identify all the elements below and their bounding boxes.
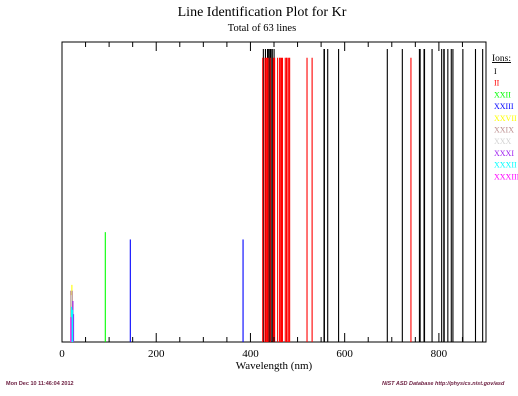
x-tick-label-800: 800 bbox=[431, 348, 448, 360]
legend-title: Ions: bbox=[492, 54, 511, 64]
legend-entry-xxx: XXX bbox=[494, 137, 512, 146]
legend-entry-i: I bbox=[494, 67, 497, 76]
legend-entry-xxxi: XXXI bbox=[494, 149, 514, 158]
footer-timestamp: Mon Dec 10 11:46:04 2012 bbox=[6, 381, 74, 387]
x-axis-ticks: 0 200 400 600 800 bbox=[59, 42, 487, 360]
ion-legend: Ions: IIIXXIIXXIIIXXVIIXXIXXXXXXXIXXXIIX… bbox=[492, 54, 518, 181]
legend-entry-ii: II bbox=[494, 79, 500, 88]
legend-entry-xxxii: XXXII bbox=[494, 161, 517, 170]
legend-entry-xxxiii: XXXIII bbox=[494, 172, 518, 181]
legend-entry-xxii: XXII bbox=[494, 90, 511, 99]
chart-title: Line Identification Plot for Kr bbox=[178, 5, 347, 20]
footer-source: NIST ASD Database http://physics.nist.go… bbox=[382, 381, 505, 387]
x-tick-label-600: 600 bbox=[336, 348, 353, 360]
x-axis-label: Wavelength (nm) bbox=[236, 360, 313, 372]
legend-entry-xxix: XXIX bbox=[494, 126, 514, 135]
spectral-lines bbox=[70, 49, 484, 342]
legend-entry-xxiii: XXIII bbox=[494, 102, 514, 111]
x-tick-label-0: 0 bbox=[59, 348, 65, 360]
x-tick-label-400: 400 bbox=[242, 348, 259, 360]
x-tick-label-200: 200 bbox=[148, 348, 165, 360]
chart-subtitle: Total of 63 lines bbox=[228, 23, 296, 34]
legend-entry-xxvii: XXVII bbox=[494, 114, 517, 123]
